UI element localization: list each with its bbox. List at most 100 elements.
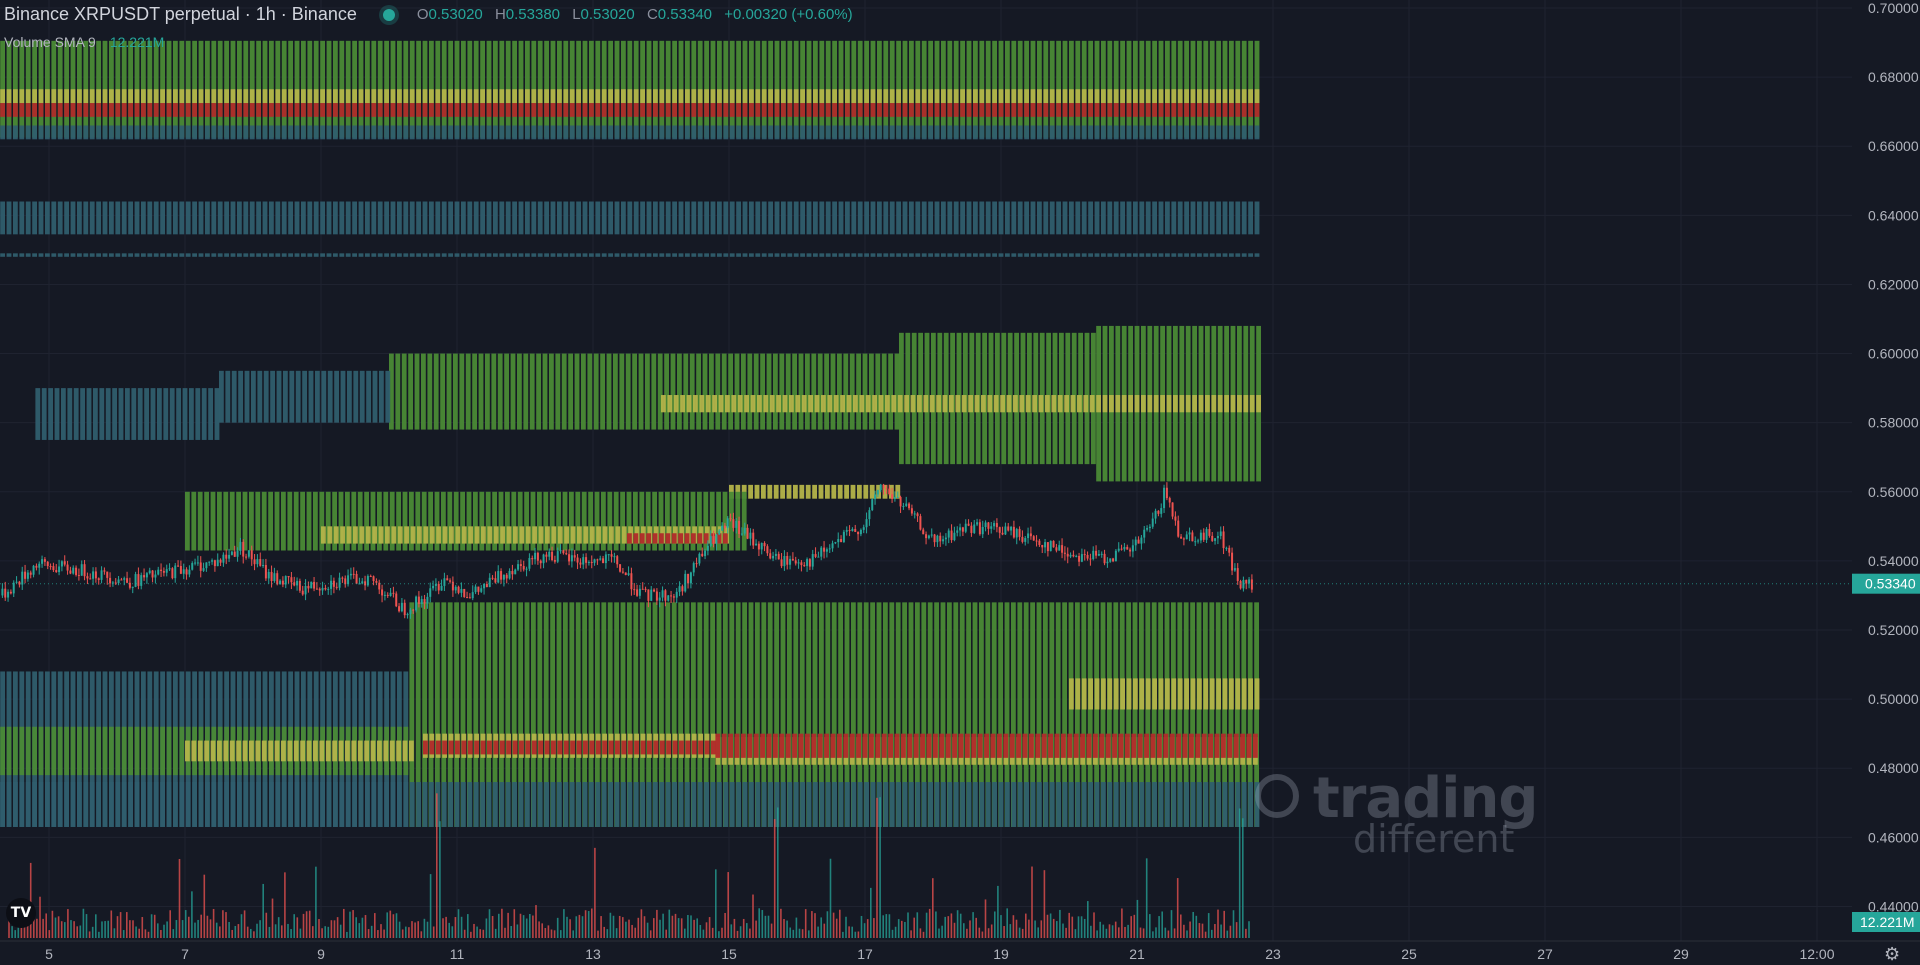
heatmap-cell [150,388,156,440]
heatmap-cell [672,103,677,117]
heatmap-cell [1235,89,1241,104]
candle-body [604,554,607,564]
heatmap-cell [189,388,194,440]
heatmap-cell [525,40,530,138]
heatmap-cell [1017,40,1023,138]
volume-bar [70,920,72,938]
heatmap-cell [723,40,729,138]
heatmap-cell [798,353,804,430]
market-status-icon[interactable] [382,8,395,21]
heatmap-cell [1248,782,1253,827]
candle-body [131,586,134,588]
volume-indicator-name[interactable]: Volume SMA 9 [4,34,96,50]
heatmap-cell [38,89,44,104]
heatmap-cell [729,103,735,117]
heatmap-cell [563,89,569,104]
candle-body [859,529,862,535]
heatmap-cell [1006,395,1012,413]
heatmap-cell [1125,733,1130,758]
volume-bar [711,927,714,938]
heatmap-cell [435,201,441,235]
volume-bar [1093,912,1095,938]
candle-body [1120,548,1123,550]
heatmap-cell [77,726,82,776]
heatmap-cell [435,89,441,104]
candle-body [264,565,267,579]
heatmap-cell [1165,89,1170,104]
symbol-legend[interactable]: Binance XRPUSDT perpetual · 1h · Binance… [4,4,861,25]
heatmap-cell [1197,782,1202,827]
heatmap-cell [941,103,946,117]
heatmap-cell [595,201,601,235]
time-axis[interactable]: 5 7 9 11 13 15 17 19 21 23 25 27 29 12:00 [0,940,1920,962]
candle-body [324,587,327,590]
heatmap-cell [589,201,594,235]
heatmap-cell [173,89,178,104]
heatmap-cell [838,89,844,104]
heatmap-cell [441,782,447,827]
heatmap-cell [473,201,479,235]
volume-bar [343,908,345,938]
heatmap-cell [32,726,37,776]
candle-body [182,569,185,574]
heatmap-cell [327,526,333,544]
volume-bar [715,869,717,938]
volume-bar [659,919,661,938]
heatmap-cell [998,40,1004,138]
heatmap-cell [830,353,836,430]
price-axis[interactable]: 0.700000.680000.660000.640000.620000.600… [1852,0,1920,932]
heatmap-cell [869,353,874,430]
heatmap-cell [704,125,709,140]
heatmap-cell [334,370,339,423]
heatmap-cell [640,40,645,138]
heatmap-cell [525,253,530,257]
heatmap-cell [608,782,613,827]
candle-body [993,523,996,527]
heatmap-cell [851,201,857,235]
heatmap-cell [781,253,786,257]
heatmap-cell [640,740,646,755]
candle-body [9,591,12,594]
heatmap-cell [864,782,869,827]
candle-body [432,585,435,589]
candle-body [735,520,738,528]
heatmap-cell [153,782,159,827]
heatmap-cell [971,733,977,758]
volume-legend[interactable]: Volume SMA 9 12.221M [4,34,164,50]
heatmap-cell [121,40,127,138]
heatmap-cell [595,103,601,117]
heatmap-cell [717,201,722,235]
heatmap-cell [230,89,236,104]
heatmap-cell [710,201,716,235]
volume-bar [259,920,261,938]
heatmap-cell [179,726,185,776]
candle-body [298,580,301,591]
heatmap-cell [385,526,390,544]
heatmap-cell [973,201,978,235]
heatmap-cell [793,89,799,104]
heatmap-cell [301,125,306,140]
heatmap-cell [1229,89,1234,104]
heatmap-cell [766,353,772,430]
heatmap-cell [717,782,722,827]
candle-body [281,580,284,585]
tradingview-logo-icon[interactable]: TV [6,898,36,928]
candle-body [573,555,576,558]
volume-bar [184,910,187,938]
heatmap-cell [454,782,460,827]
heatmap-cell [576,782,581,827]
gear-icon[interactable]: ⚙ [1884,944,1901,964]
heatmap-cell [825,40,831,138]
heatmap-cell [685,740,691,755]
candle-body [865,519,868,528]
symbol-title[interactable]: Binance XRPUSDT perpetual · 1h · Binance [4,4,357,24]
heatmap-cell [486,125,492,140]
heatmap-cell [710,253,716,257]
candle-body [681,586,684,592]
candle-body [1004,526,1007,535]
volume-bar [432,926,435,938]
heatmap-cell [1158,40,1164,138]
candle-body [1038,540,1041,545]
heatmap-cell [537,602,543,827]
